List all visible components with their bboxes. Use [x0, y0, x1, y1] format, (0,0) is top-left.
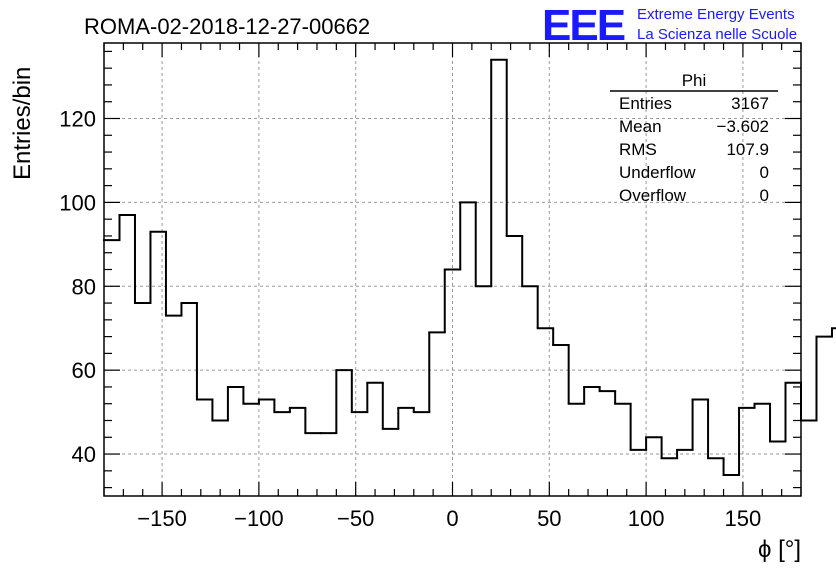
stats-label-mean: Mean [619, 117, 662, 136]
x-tick-label: 100 [628, 506, 665, 531]
stats-value-underflow: 0 [760, 163, 769, 182]
x-tick-label: 50 [537, 506, 561, 531]
y-tick-label: 80 [72, 274, 96, 299]
stats-label-overflow: Overflow [619, 186, 687, 205]
x-tick-label: −50 [337, 506, 374, 531]
histogram-series [103, 58, 836, 477]
y-axis-label: Entries/bin [9, 67, 36, 180]
x-tick-label: 150 [725, 506, 762, 531]
stats-box: Phi Entries 3167 Mean −3.602 RMS 107.9 U… [610, 71, 778, 205]
y-tick-label: 120 [59, 107, 96, 132]
eee-logo: EEE Extreme Energy Events La Scienza nel… [542, 1, 797, 50]
stats-label-rms: RMS [619, 140, 657, 159]
logo-line1: Extreme Energy Events [637, 6, 795, 23]
stats-value-entries: 3167 [731, 94, 769, 113]
y-tick-label: 60 [72, 358, 96, 383]
x-tick-label: 0 [446, 506, 458, 531]
y-tick-label: 40 [72, 442, 96, 467]
axes: −150 −100 −50 0 50 100 150 40 60 80 100 120 [59, 42, 802, 531]
chart-title: ROMA-02-2018-12-27-00662 [84, 14, 370, 39]
stats-label-underflow: Underflow [619, 163, 696, 182]
y-tick-label: 100 [59, 190, 96, 215]
stats-value-rms: 107.9 [726, 140, 769, 159]
stats-label-entries: Entries [619, 94, 672, 113]
stats-title: Phi [682, 71, 707, 90]
stats-value-overflow: 0 [760, 186, 769, 205]
logo-mark: EEE [542, 1, 625, 50]
logo-line2: La Scienza nelle Scuole [637, 26, 797, 43]
grid [104, 43, 801, 496]
stats-value-mean: −3.602 [717, 117, 769, 136]
x-axis-label: ϕ [°] [758, 536, 801, 563]
x-tick-label: −150 [137, 506, 187, 531]
x-tick-label: −100 [234, 506, 284, 531]
